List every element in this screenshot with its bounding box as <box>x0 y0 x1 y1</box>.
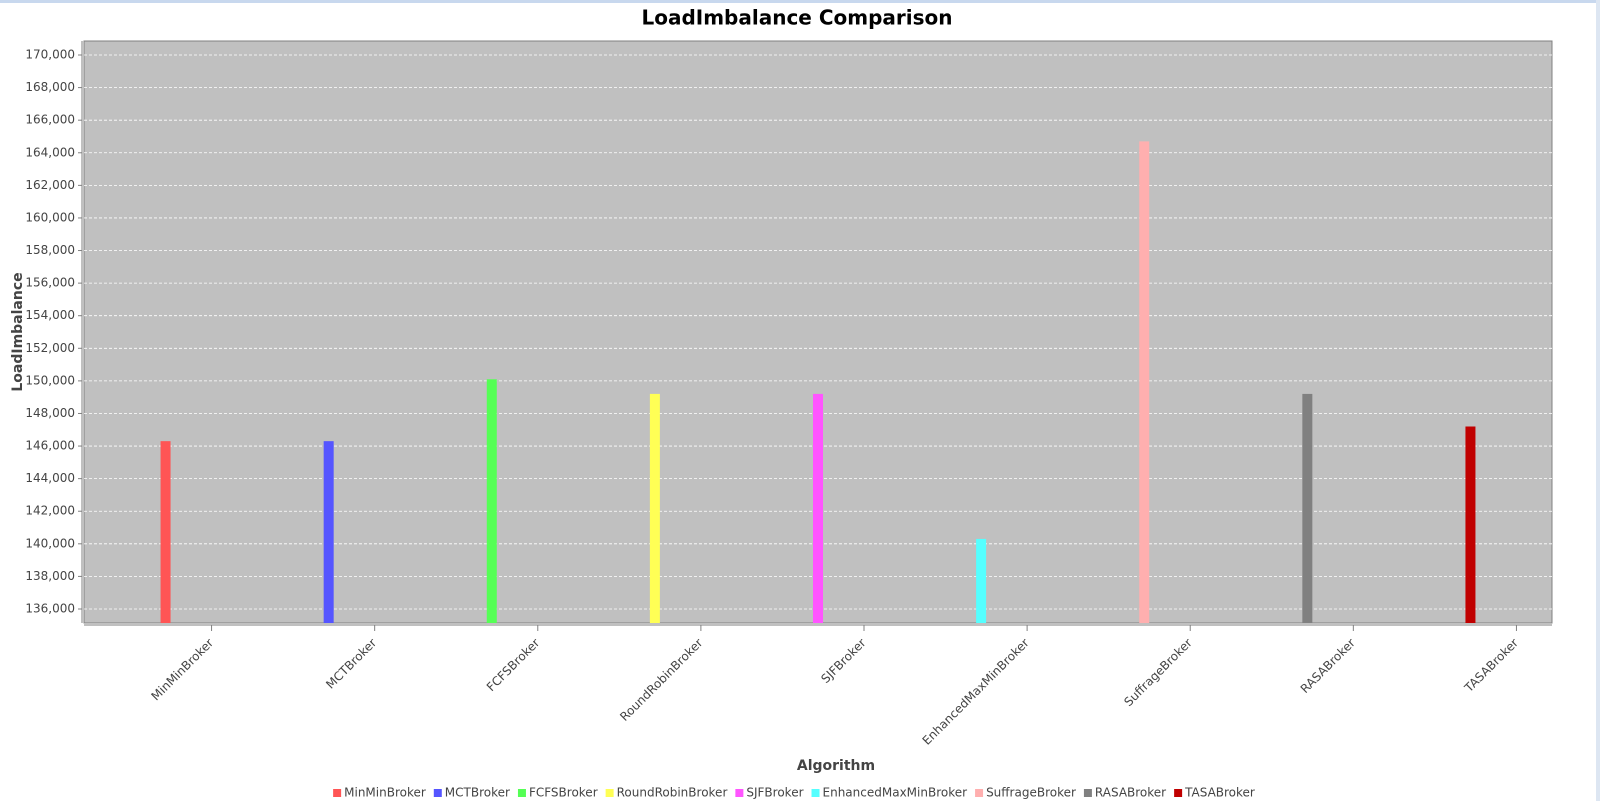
y-tick-label: 152,000 <box>25 341 75 355</box>
legend-label: FCFSBroker <box>529 786 598 800</box>
bar <box>1302 393 1313 623</box>
legend-label: RoundRobinBroker <box>617 786 728 800</box>
legend-swatch <box>975 789 984 797</box>
y-tick-label: 136,000 <box>25 601 75 615</box>
y-tick-label: 158,000 <box>25 243 75 257</box>
window-edge <box>1596 0 1600 801</box>
legend-swatch <box>605 789 614 797</box>
legend-label: SJFBroker <box>746 786 803 800</box>
y-axis-title: LoadImbalance <box>10 272 26 391</box>
legend-label: EnhancedMaxMinBroker <box>823 786 968 800</box>
bar <box>486 379 497 623</box>
window-edge <box>0 0 1600 3</box>
x-tick-label: RoundRobinBroker <box>617 636 705 724</box>
bar <box>1465 426 1476 623</box>
legend-label: MinMinBroker <box>344 786 426 800</box>
bar <box>649 393 660 623</box>
bar <box>976 538 987 623</box>
y-tick-label: 160,000 <box>25 210 75 224</box>
bar <box>160 441 171 623</box>
legend-label: RASABroker <box>1095 786 1166 800</box>
x-tick-label: TASABroker <box>1461 636 1521 696</box>
legend-label: MCTBroker <box>445 786 510 800</box>
y-tick-label: 138,000 <box>25 569 75 583</box>
y-tick-label: 168,000 <box>25 80 75 94</box>
x-tick-label: MinMinBroker <box>149 636 217 704</box>
x-tick-label: MCTBroker <box>323 636 379 692</box>
x-tick-label: FCFSBroker <box>484 636 543 695</box>
y-tick-label: 166,000 <box>25 113 75 127</box>
legend-swatch <box>1174 789 1183 797</box>
legend-swatch <box>811 789 820 797</box>
y-tick-label: 140,000 <box>25 536 75 550</box>
x-tick-label: EnhancedMaxMinBroker <box>920 636 1032 748</box>
bar <box>1139 141 1150 623</box>
legend-swatch <box>517 789 526 797</box>
x-tick-label: SuffrageBroker <box>1121 636 1194 709</box>
bar <box>813 393 823 623</box>
y-tick-label: 156,000 <box>25 276 75 290</box>
legend-swatch <box>1083 789 1092 797</box>
y-tick-label: 146,000 <box>25 439 75 453</box>
x-axis-title: Algorithm <box>797 758 875 774</box>
legend-label: TASABroker <box>1184 786 1255 800</box>
legend-swatch <box>333 789 342 797</box>
y-tick-label: 144,000 <box>25 471 75 485</box>
y-tick-label: 162,000 <box>25 178 75 192</box>
legend-swatch <box>735 789 744 797</box>
legend-label: SuffrageBroker <box>986 786 1076 800</box>
legend: MinMinBroker MCTBroker FCFSBroker RoundRobi… <box>333 786 1255 800</box>
bar <box>323 441 334 623</box>
x-tick-label: RASABroker <box>1298 636 1358 696</box>
x-tick-label: SJFBroker <box>818 636 868 686</box>
legend-swatch <box>433 789 442 797</box>
y-tick-label: 142,000 <box>25 504 75 518</box>
y-tick-label: 150,000 <box>25 373 75 387</box>
chart-title: LoadImbalance Comparison <box>641 6 952 30</box>
y-tick-label: 148,000 <box>25 406 75 420</box>
y-tick-label: 170,000 <box>25 48 75 62</box>
y-tick-label: 154,000 <box>25 308 75 322</box>
y-tick-label: 164,000 <box>25 145 75 159</box>
